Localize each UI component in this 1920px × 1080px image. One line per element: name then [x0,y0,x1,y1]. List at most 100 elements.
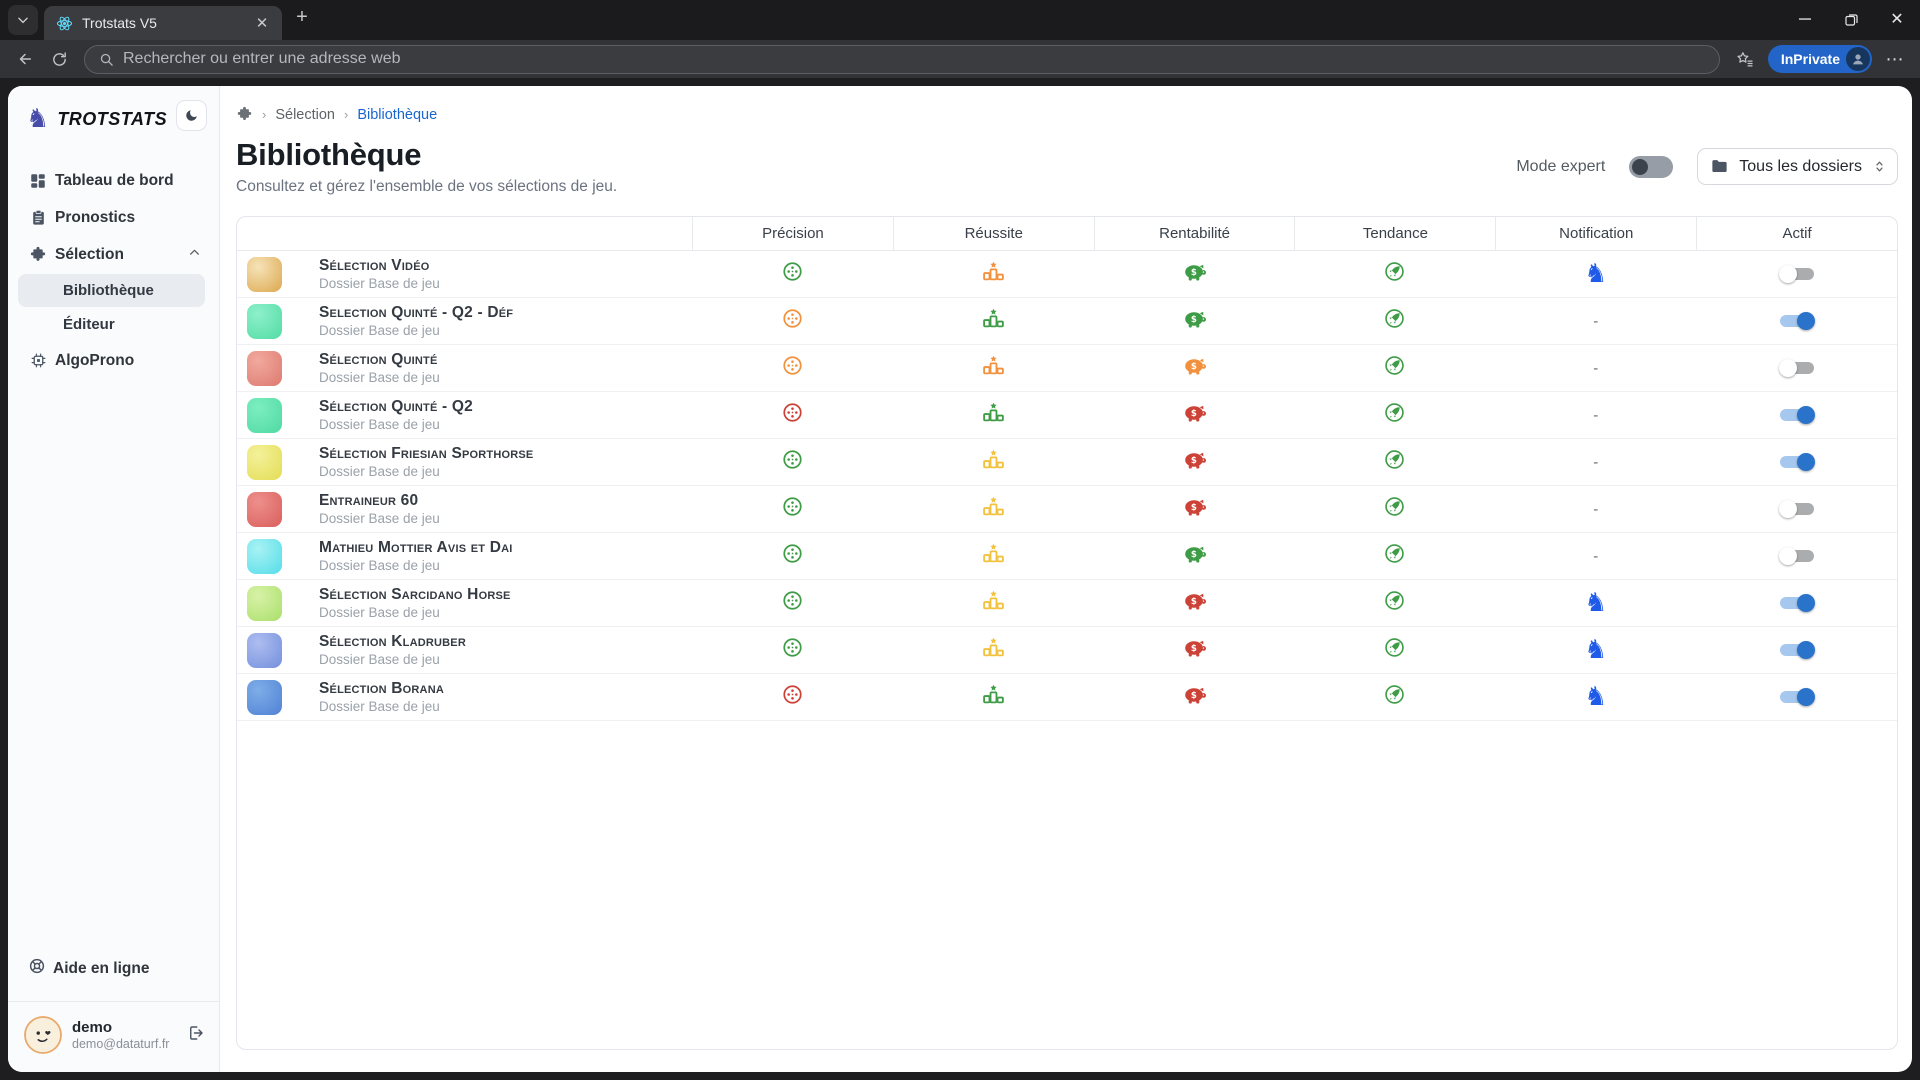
selection-name-cell[interactable]: Sélection Quinté - Q2 Dossier Base de je… [237,392,692,438]
actif-cell [1696,439,1897,485]
selection-name: Mathieu Mottier Avis et Dai [319,538,513,556]
notification-cell: - [1495,486,1696,532]
active-toggle[interactable] [1778,452,1816,472]
page-subtitle: Consultez et gérez l'ensemble de vos sél… [236,178,618,195]
column-header: Notification [1495,217,1696,250]
notification-cell: - [1495,439,1696,485]
svg-text:$: $ [1190,550,1196,560]
notification-cell: - [1495,392,1696,438]
close-window-button[interactable]: ✕ [1890,11,1904,28]
rentabilite-cell: $ [1094,345,1295,391]
active-toggle[interactable] [1778,358,1816,378]
new-tab-button[interactable]: + [296,6,308,28]
knight-notification-icon: ♞ [1584,259,1608,289]
active-toggle[interactable] [1778,311,1816,331]
notification-cell: - [1495,533,1696,579]
selection-name: Entraineur 60 [319,491,419,509]
logout-icon[interactable] [187,1024,205,1047]
browser-tabstrip: Trotstats V5 ✕ + ✕ [0,0,1920,40]
notification-cell: ♞ [1495,580,1696,626]
selection-folder: Dossier Base de jeu [319,605,440,621]
selection-thumbnail [247,538,282,574]
selection-name-cell[interactable]: Sélection Vidéo Dossier Base de jeu [237,251,692,297]
sidebar-item-selection[interactable]: Sélection [8,236,219,273]
folder-icon [1712,160,1727,173]
trotstats-logo-icon: ♞ [26,104,50,134]
sidebar-item-label: AlgoProno [55,351,135,369]
restore-button[interactable] [1828,0,1874,38]
table-row: Mathieu Mottier Avis et Dai Dossier Base… [237,533,1897,580]
favorites-icon[interactable] [1730,44,1760,74]
tab-search-button[interactable] [8,5,38,35]
active-toggle[interactable] [1778,405,1816,425]
expert-mode-toggle[interactable] [1629,155,1674,178]
dark-mode-button[interactable] [176,100,207,131]
clipboard-icon [28,209,48,226]
selection-name-cell[interactable]: Selection Quinté - Q2 - Déf Dossier Base… [237,298,692,344]
no-notification-dash: - [1593,500,1599,518]
inprivate-badge[interactable]: InPrivate [1767,45,1872,73]
active-toggle[interactable] [1778,546,1816,566]
inprivate-label: InPrivate [1780,51,1840,67]
sidebar-item-label: Sélection [55,245,124,263]
sidebar-item-pronostics[interactable]: Pronostics [8,199,219,236]
selection-folder: Dossier Base de jeu [319,417,440,433]
folder-filter-dropdown[interactable]: Tous les dossiers [1697,148,1898,185]
selection-name-cell[interactable]: Sélection Quinté Dossier Base de jeu [237,345,692,391]
precision-cell [692,345,893,391]
back-icon[interactable] [10,44,40,74]
active-toggle[interactable] [1778,687,1816,707]
selection-name: Sélection Friesian Sporthorse [319,444,534,462]
actif-cell [1696,392,1897,438]
reussite-cell [893,439,1094,485]
selection-name-cell[interactable]: Sélection Kladruber Dossier Base de jeu [237,627,692,673]
breadcrumb-current[interactable]: Bibliothèque [357,106,438,123]
tendance-cell [1294,486,1495,532]
brand[interactable]: ♞ TROTSTATS [8,102,219,136]
actif-cell [1696,345,1897,391]
breadcrumb-separator: › [262,107,267,122]
selection-name-cell[interactable]: Entraineur 60 Dossier Base de jeu [237,486,692,532]
address-bar[interactable]: Rechercher ou entrer une adresse web [84,44,1720,74]
selection-folder: Dossier Base de jeu [319,511,440,527]
browser-tab[interactable]: Trotstats V5 ✕ [44,6,282,40]
tendance-cell [1294,392,1495,438]
sidebar-item-algoprono[interactable]: AlgoProno [8,342,219,379]
active-toggle[interactable] [1778,593,1816,613]
minimize-button[interactable] [1782,0,1828,38]
reussite-cell [893,486,1094,532]
browser-menu-icon[interactable]: ⋯ [1885,48,1905,69]
active-toggle[interactable] [1778,640,1816,660]
selection-name-cell[interactable]: Sélection Sarcidano Horse Dossier Base d… [237,580,692,626]
active-toggle[interactable] [1778,264,1816,284]
selection-thumbnail [247,632,282,668]
tab-close-icon[interactable]: ✕ [255,15,269,32]
sidebar-item-editeur[interactable]: Éditeur [18,308,205,341]
user-card[interactable]: demo demo@dataturf.fr [8,1002,219,1072]
browser-toolbar: Rechercher ou entrer une adresse web InP… [0,40,1920,78]
refresh-icon[interactable] [44,44,74,74]
rentabilite-cell: $ [1094,251,1295,297]
podium-icon [982,354,1005,382]
sidebar-item-aide-en-ligne[interactable]: Aide en ligne [8,950,219,987]
sidebar-item-bibliotheque[interactable]: Bibliothèque [18,274,205,307]
user-email: demo@dataturf.fr [72,1037,170,1052]
tendance-cell [1294,251,1495,297]
selection-name-cell[interactable]: Sélection Friesian Sporthorse Dossier Ba… [237,439,692,485]
selection-name-cell[interactable]: Sélection Borana Dossier Base de jeu [237,674,692,720]
active-toggle[interactable] [1778,499,1816,519]
selection-name-cell[interactable]: Mathieu Mottier Avis et Dai Dossier Base… [237,533,692,579]
tendance-cell [1294,627,1495,673]
actif-cell [1696,298,1897,344]
breadcrumb-parent[interactable]: Sélection [275,106,335,123]
piggy-bank-icon: $ [1182,448,1207,476]
rentabilite-cell: $ [1094,580,1295,626]
column-header: Actif [1696,217,1897,250]
reussite-cell [893,580,1094,626]
sidebar-item-tableau-de-bord[interactable]: Tableau de bord [8,162,219,199]
table-row: Sélection Vidéo Dossier Base de jeu $ ♞ [237,251,1897,298]
table-row: Sélection Sarcidano Horse Dossier Base d… [237,580,1897,627]
reussite-cell [893,298,1094,344]
precision-target-icon [781,401,804,429]
tendance-cell [1294,580,1495,626]
